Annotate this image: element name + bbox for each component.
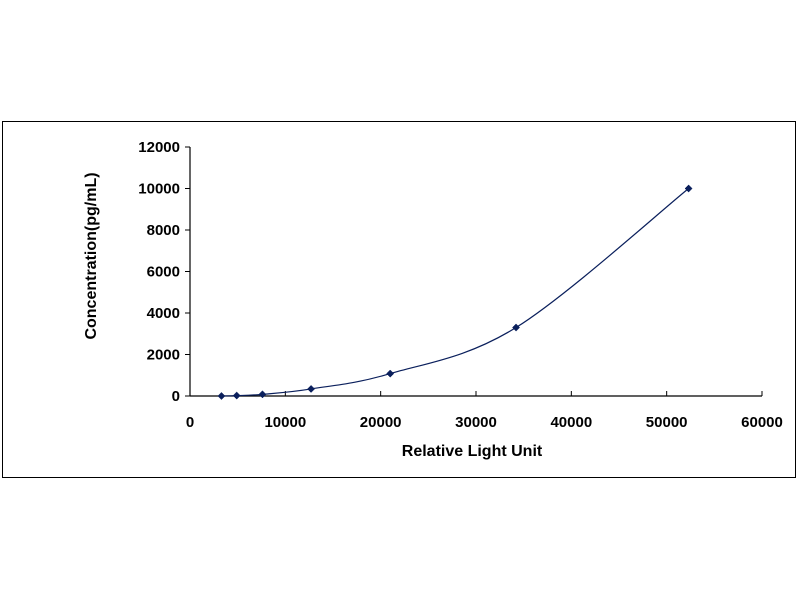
y-tick-label: 8000	[147, 222, 180, 239]
data-points	[217, 184, 693, 400]
data-point	[512, 323, 520, 332]
tick-labels: 0 10000 20000 30000 40000 50000 60000 0 2000 4000…	[138, 139, 783, 431]
y-tick-label: 4000	[147, 305, 180, 322]
y-tick-label: 6000	[147, 264, 180, 281]
x-tick-label: 60000	[741, 414, 783, 431]
x-tick-label: 0	[186, 414, 194, 431]
y-tick-label: 10000	[138, 181, 180, 198]
x-tick-label: 40000	[550, 414, 592, 431]
y-tick-label: 12000	[138, 139, 180, 156]
data-point	[386, 369, 395, 378]
x-tick-label: 10000	[264, 414, 306, 431]
y-tick-label: 2000	[147, 347, 180, 364]
data-point	[217, 392, 226, 400]
y-axis-title: Concentration(pg/mL)	[83, 172, 100, 339]
x-tick-label: 20000	[360, 414, 402, 431]
x-tick-label: 30000	[455, 414, 497, 431]
x-tick-label: 50000	[646, 414, 688, 431]
data-point	[232, 391, 241, 400]
fitted-curve	[221, 188, 689, 397]
tick-marks	[185, 146, 763, 397]
x-axis-title: Relative Light Unit	[402, 443, 543, 460]
axes	[189, 147, 762, 397]
y-tick-label: 0	[172, 388, 180, 405]
data-point	[258, 390, 267, 399]
chart-frame	[2, 121, 796, 478]
data-point	[684, 184, 693, 193]
data-point	[307, 384, 316, 393]
